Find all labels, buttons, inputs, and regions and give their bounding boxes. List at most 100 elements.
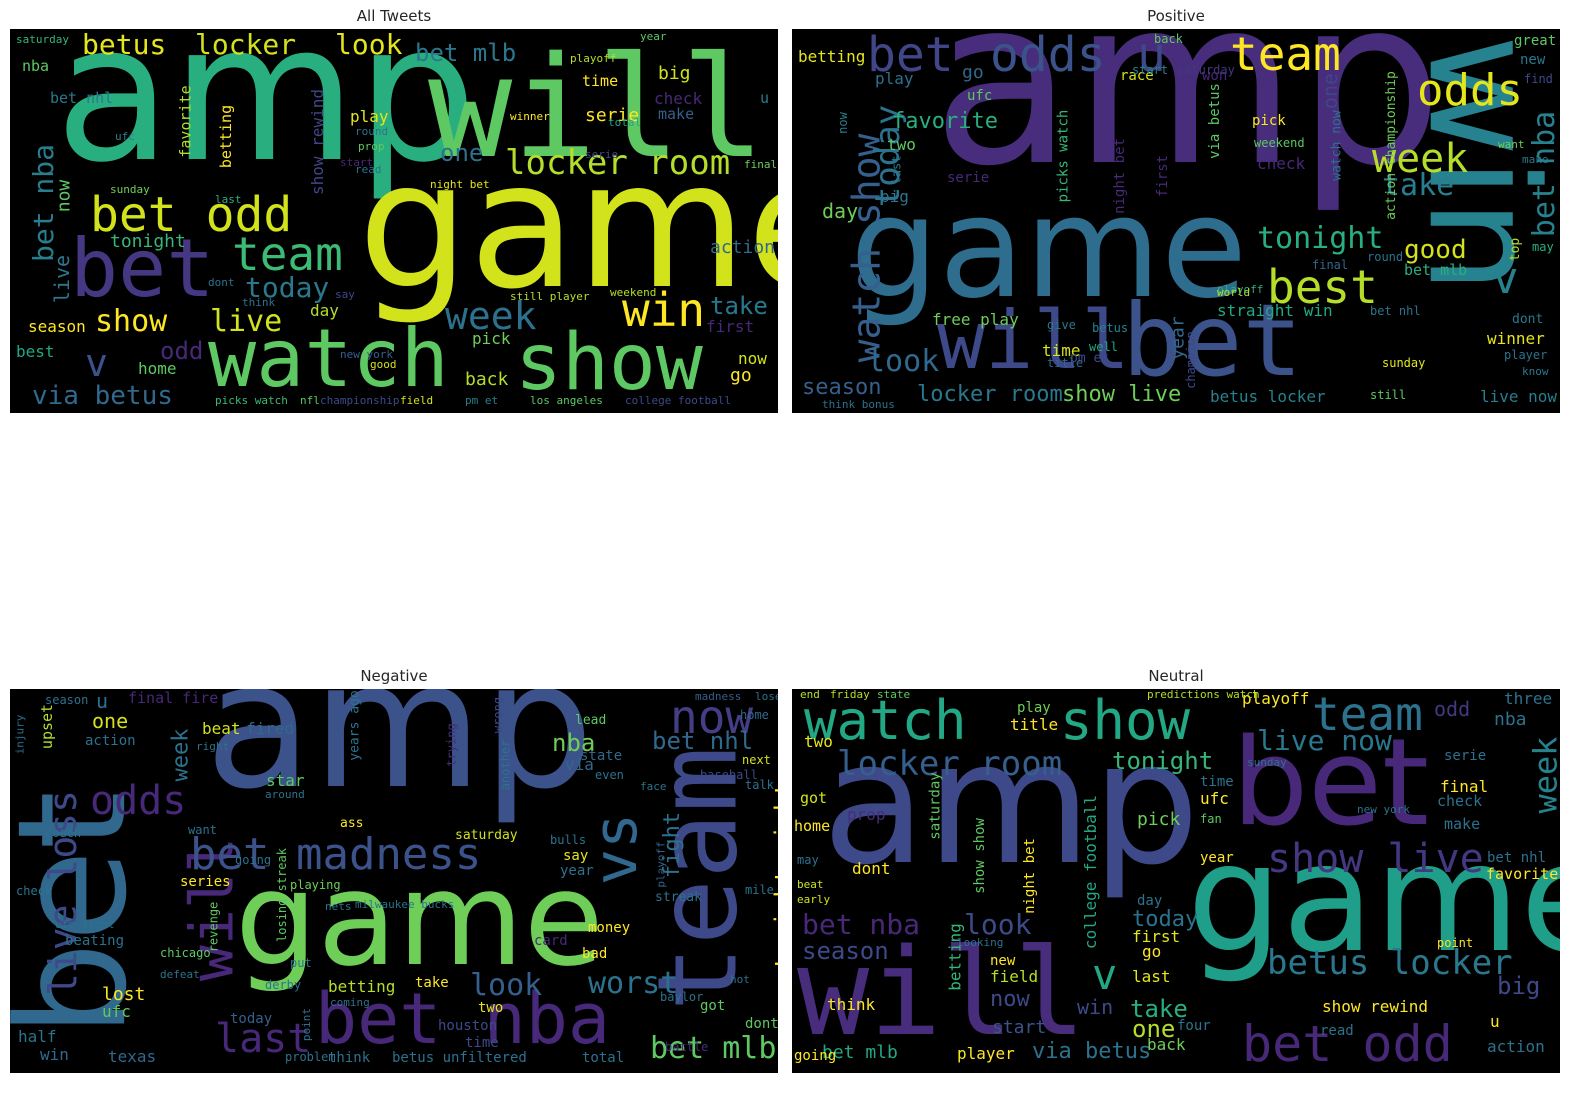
cloud-word: read [355,163,382,176]
cloud-word: serie [1444,748,1487,764]
panel-title-all-tweets: All Tweets [356,7,432,25]
cloud-word: bet nhl [1370,304,1421,318]
cloud-word: time [1042,341,1081,360]
cloud-word: night bet [1111,138,1128,214]
cloud-word: put [290,956,312,970]
cloud-word: bet odd [90,187,293,243]
cloud-word: bet nba [1527,110,1560,238]
cloud-word: bet nhl [1487,850,1547,866]
cloud-word: first [1132,927,1181,946]
cloud-word: beat [202,719,241,738]
cloud-word: year [560,863,594,879]
cloud-word: derby [265,978,302,992]
cloud-word: state [580,748,623,764]
cloud-word: win [40,1045,69,1064]
cloud-word: coming [330,996,370,1009]
cloud-word: show rewind [307,89,327,195]
cloud-word: live [50,254,75,304]
cloud-word: time [582,72,619,90]
cloud-word: hot [730,973,750,986]
cloud-word: pick [472,329,511,348]
cloud-word: pick [1137,809,1181,830]
cloud-word: playoff [654,841,668,888]
cloud-word: want [1498,138,1525,151]
cloud-word: fired [246,719,295,738]
cloud-word: win [622,283,706,337]
cloud-word: start [992,1017,1047,1038]
wordcloud-neutral: amp game will bet watch show team locker… [792,689,1560,1073]
cloud-word: now [990,987,1030,1012]
cloud-word: new york [1357,803,1410,816]
cloud-word: two [478,1000,504,1016]
cloud-word: weekend [1254,136,1305,150]
cloud-word: coach [45,826,82,840]
cloud-word: week [1526,736,1560,814]
cloud-word: give [1047,318,1076,332]
cloud-word: bet [1232,714,1430,853]
cloud-word: now [738,349,767,368]
cloud-word: best [1267,260,1378,314]
cloud-word: betus unfiltered [392,1050,527,1066]
cloud-word: go [730,365,752,386]
cloud-word: right [196,740,230,753]
cloud-word: u [760,89,770,107]
cloud-word: ufc [102,1002,131,1021]
cloud-word: great [1514,33,1557,49]
cloud-word: mile [745,883,774,897]
cloud-word: saturday [16,33,69,46]
cloud-word: team [232,227,343,281]
cloud-word: think [242,296,276,309]
cloud-word: bet mlb [415,39,517,67]
cloud-word: odds [90,778,187,824]
cloud-word: betus [1092,321,1129,335]
cloud-word: wrong [491,696,506,734]
cloud-word: nba [22,57,50,75]
cloud-word: may [1532,240,1554,254]
cloud-word: texas [108,1047,157,1066]
cloud-word: u [96,689,109,713]
cloud-word: milwaukee bucks [355,898,455,911]
cloud-word: point [300,1007,314,1042]
cloud-word: v [1092,950,1118,999]
cloud-word: find [1524,72,1553,86]
cloud-word: streak [655,890,702,905]
cloud-word: got [700,998,726,1014]
cloud-word: via betus [1206,83,1223,159]
cloud-word: look [335,29,403,61]
cloud-word: playoff [1242,689,1310,708]
cloud-word: sunday [1247,756,1287,769]
cloud-word: show live [1062,382,1182,407]
cloud-word: now [53,179,75,213]
cloud-word: v [85,341,108,385]
cloud-word: tonight [1257,221,1384,256]
cloud-word: title [1010,715,1059,734]
cloud-word: today [1132,907,1199,932]
cloud-word: field [400,394,434,407]
cloud-word: won [1202,68,1228,84]
cloud-word: betus locker [1267,943,1513,983]
cloud-word: team [1312,689,1423,741]
cloud-word: show [515,318,703,408]
wordcloud-all-tweets: amp will game watch show bet bet odd tea… [10,29,778,413]
cloud-word: one [1318,72,1343,110]
cloud-word: houston [438,1018,498,1034]
cloud-word: read [1320,1023,1354,1039]
cloud-word: night bet [1021,838,1038,914]
cloud-word: bet nhl [652,727,754,755]
cloud-word: final fire [128,689,219,707]
cloud-word: tonight night [769,782,778,970]
cloud-word: locker room [837,744,1063,784]
cloud-word: week [445,294,537,338]
cloud-word: day [310,301,339,320]
cloud-word: round [1367,250,1404,264]
cloud-word: year [640,30,667,43]
cloud-word: go [962,62,984,83]
cloud-word: year [1200,850,1234,866]
cloud-word: locker [195,29,297,61]
cloud-word: ass [340,816,364,831]
cloud-word: nba [552,729,596,757]
cloud-word: go [1142,942,1162,961]
cloud-word: bet mlb [822,1042,898,1063]
cloud-word: home [794,817,831,835]
cloud-word: tonight [110,231,186,252]
